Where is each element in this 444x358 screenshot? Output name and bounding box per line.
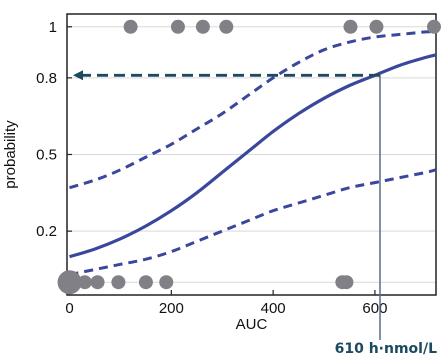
y-tick-label: 0.2 xyxy=(36,223,57,240)
annotation-label: 610 h·nmol/L xyxy=(335,341,437,357)
observation-point xyxy=(170,19,185,34)
x-tick-label: 400 xyxy=(261,300,286,317)
observation-point xyxy=(138,275,153,290)
observation-point xyxy=(159,275,174,290)
x-axis-ticks: 0 200 400 600 xyxy=(65,290,387,317)
y-tick-label: 1 xyxy=(49,19,57,36)
x-axis-title: AUC xyxy=(236,316,268,333)
observation-point xyxy=(111,275,126,290)
observation-point xyxy=(90,275,105,290)
observation-point xyxy=(77,275,92,290)
observation-points xyxy=(57,19,441,295)
curves xyxy=(69,30,436,277)
y-tick-label: 0.5 xyxy=(36,147,57,164)
lower-ci-curve xyxy=(69,168,436,277)
y-tick-label: 0.8 xyxy=(36,70,57,87)
observation-point xyxy=(195,19,210,34)
observation-point xyxy=(369,19,384,34)
observation-point xyxy=(426,19,441,34)
observation-point xyxy=(123,19,138,34)
x-tick-label: 200 xyxy=(159,300,184,317)
x-tick-label: 0 xyxy=(65,300,73,317)
x-tick-label: 600 xyxy=(362,300,387,317)
observation-point xyxy=(65,275,80,290)
observation-point xyxy=(339,275,354,290)
y-axis-title: probability xyxy=(2,120,19,189)
annotation: 610 h·nmol/L xyxy=(73,70,437,357)
observation-point xyxy=(219,19,234,34)
upper-ci-curve xyxy=(69,30,436,190)
annotation-arrowhead xyxy=(73,70,83,81)
y-axis-ticks: 0.2 0.5 0.8 1 xyxy=(36,19,72,240)
fitted-curve xyxy=(69,53,436,259)
observation-point xyxy=(343,19,358,34)
